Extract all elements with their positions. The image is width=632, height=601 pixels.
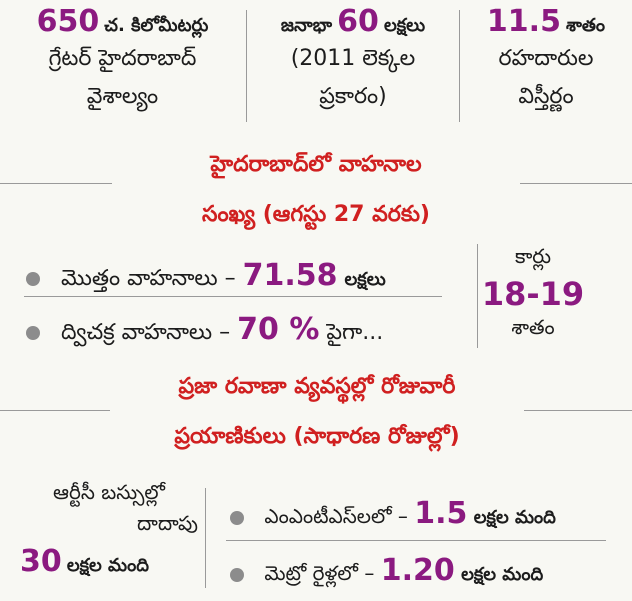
metro-value: 1.20 bbox=[380, 553, 455, 588]
two-wheeler-label: ద్విచక్ర వాహనాలు – bbox=[61, 320, 231, 345]
total-vehicles-value: 71.58 bbox=[242, 258, 338, 293]
population-unit: లక్షలు bbox=[383, 15, 426, 36]
roads-line3: విస్తీర్ణం bbox=[518, 84, 574, 109]
metro-row: మెట్రో రైళ్లలో – 1.20 లక్షల మంది bbox=[230, 553, 543, 590]
area-value: 650 bbox=[36, 4, 100, 39]
cars-value: 18-19 bbox=[481, 275, 585, 313]
rule-left-2 bbox=[0, 410, 110, 411]
divider-rtc bbox=[205, 488, 206, 588]
cars-label: కార్లు bbox=[514, 244, 552, 268]
population-value: 60 bbox=[337, 4, 379, 39]
bullet-icon bbox=[26, 272, 40, 286]
rtc-value: 30 bbox=[20, 544, 62, 579]
total-vehicles-label: మొత్తం వాహనాలు – bbox=[61, 266, 236, 291]
roads-line2: రహదారుల bbox=[498, 46, 594, 71]
rtc-line1: ఆర్టీసీ బస్సుల్లో bbox=[53, 480, 165, 504]
rule-left-1 bbox=[0, 183, 112, 184]
bullet-icon bbox=[26, 326, 40, 340]
rule-right-1 bbox=[520, 183, 632, 184]
rtc-stat: ఆర్టీసీ బస్సుల్లో దాదాపు 30 లక్షల మంది bbox=[20, 480, 198, 580]
roads-unit: శాతం bbox=[566, 15, 606, 36]
two-wheeler-unit: పైగా... bbox=[326, 320, 384, 345]
area-unit: చ. కిలోమీటర్లు bbox=[104, 15, 209, 36]
vehicles-heading-line1: హైదరాబాద్‌లో వాహనాల bbox=[210, 152, 422, 177]
total-vehicles-unit: లక్షలు bbox=[344, 269, 386, 290]
bullet-icon bbox=[230, 567, 244, 582]
two-wheeler-value: 70 % bbox=[237, 312, 320, 347]
area-line3: వైశాల్యం bbox=[86, 84, 159, 109]
divider-top-2 bbox=[459, 10, 460, 122]
rtc-unit: లక్షల మంది bbox=[66, 555, 149, 576]
transport-heading-line2: ప్రయాణికులు (సాధారణ రోజుల్లో) bbox=[174, 424, 460, 449]
population-prefix: జనాభా bbox=[280, 15, 333, 36]
population-line3: ప్రకారం) bbox=[319, 84, 387, 109]
cars-stat: కార్లు 18-19 శాతం bbox=[478, 244, 588, 344]
rtc-line2: దాదాపు bbox=[137, 511, 198, 535]
metro-label: మెట్రో రైళ్లలో – bbox=[264, 561, 375, 585]
rule-mid-vehicles bbox=[24, 296, 442, 297]
population-stat: జనాభా 60 లక్షలు (2011 లెక్కల ప్రకారం) bbox=[247, 4, 459, 114]
bullet-icon bbox=[230, 510, 244, 525]
mmts-value: 1.5 bbox=[414, 496, 468, 531]
mmts-label: ఎంఎంటీఎస్‌లలో – bbox=[264, 504, 408, 528]
roads-value: 11.5 bbox=[486, 4, 561, 39]
area-line2: గ్రేటర్ హైదరాబాద్ bbox=[48, 46, 197, 71]
rule-right-2 bbox=[524, 410, 632, 411]
population-line2: (2011 లెక్కల bbox=[290, 46, 416, 71]
mmts-unit: లక్షల మంది bbox=[473, 507, 556, 528]
divider-cars bbox=[477, 244, 478, 348]
two-wheeler-row: ద్విచక్ర వాహనాలు – 70 % పైగా... bbox=[26, 312, 383, 350]
divider-top-1 bbox=[246, 10, 247, 122]
rule-mid-transport bbox=[226, 540, 606, 541]
area-stat: 650 చ. కిలోమీటర్లు గ్రేటర్ హైదరాబాద్ వైశ… bbox=[0, 4, 245, 114]
metro-unit: లక్షల మంది bbox=[461, 564, 544, 585]
mmts-row: ఎంఎంటీఎస్‌లలో – 1.5 లక్షల మంది bbox=[230, 496, 556, 533]
vehicles-heading-line2: సంఖ్య (ఆగస్టు 27 వరకు) bbox=[202, 202, 430, 227]
total-vehicles-row: మొత్తం వాహనాలు – 71.58 లక్షలు bbox=[26, 258, 386, 296]
roads-stat: 11.5 శాతం రహదారుల విస్తీర్ణం bbox=[460, 4, 632, 114]
transport-heading-line1: ప్రజా రవాణా వ్యవస్థల్లో రోజువారీ bbox=[178, 374, 456, 399]
cars-unit: శాతం bbox=[511, 315, 555, 339]
